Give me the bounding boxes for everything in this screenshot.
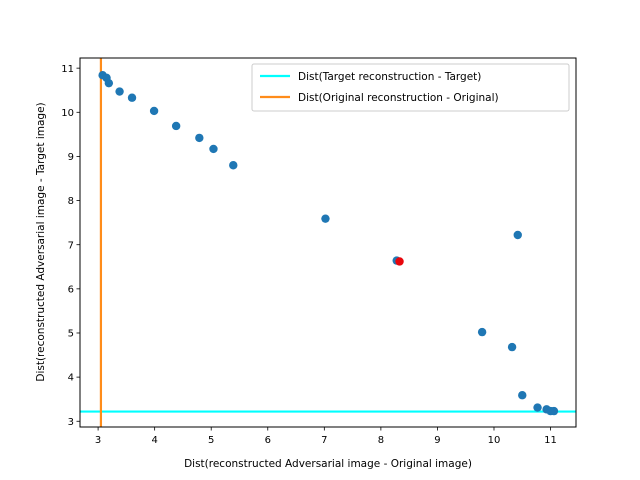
data-point: [171, 121, 181, 131]
y-tick-label: 11: [61, 64, 74, 75]
legend-entry-original: Dist(Original reconstruction - Original): [298, 92, 499, 104]
x-tick-label: 7: [321, 435, 327, 446]
data-point: [477, 327, 487, 337]
x-tick-label: 8: [378, 435, 384, 446]
plot-frame: [79, 57, 577, 428]
data-point: [195, 133, 204, 143]
data-point: [518, 391, 527, 400]
y-tick-label: 9: [68, 152, 74, 163]
y-tick-label: 7: [68, 240, 74, 251]
data-point: [229, 161, 238, 170]
data-point: [321, 214, 330, 223]
axis-ticks: 3 4 5 6 7 8 9 10 11 3 4 5 6 7 8 9 10 11: [61, 64, 557, 446]
y-tick-label: 6: [68, 284, 74, 295]
data-point: [533, 403, 542, 412]
x-tick-label: 4: [151, 435, 157, 446]
x-tick-label: 11: [544, 435, 557, 446]
x-tick-label: 9: [434, 435, 440, 446]
data-point: [127, 93, 137, 102]
y-tick-label: 4: [68, 373, 74, 384]
x-tick-label: 5: [208, 435, 214, 446]
data-point: [104, 78, 114, 88]
x-axis-label: Dist(reconstructed Adversarial image - O…: [184, 458, 472, 470]
y-tick-label: 3: [68, 417, 74, 428]
data-point: [149, 106, 159, 116]
data-point: [513, 230, 522, 240]
y-axis-label: Dist(reconstructed Adversarial image - T…: [35, 102, 47, 381]
legend: Dist(Target reconstruction - Target) Dis…: [251, 63, 570, 112]
y-tick-label: 10: [61, 108, 74, 119]
data-point: [209, 144, 218, 154]
plot-area: [80, 58, 576, 427]
data-point: [507, 342, 517, 352]
data-point: [395, 257, 404, 266]
legend-box: [251, 63, 570, 112]
x-tick-label: 3: [95, 435, 101, 446]
x-tick-label: 10: [488, 435, 501, 446]
y-tick-label: 5: [68, 329, 74, 340]
data-point: [549, 406, 559, 416]
y-tick-label: 8: [68, 196, 74, 207]
legend-entry-target: Dist(Target reconstruction - Target): [298, 71, 481, 83]
data-point: [115, 87, 124, 96]
x-tick-label: 6: [265, 435, 271, 446]
